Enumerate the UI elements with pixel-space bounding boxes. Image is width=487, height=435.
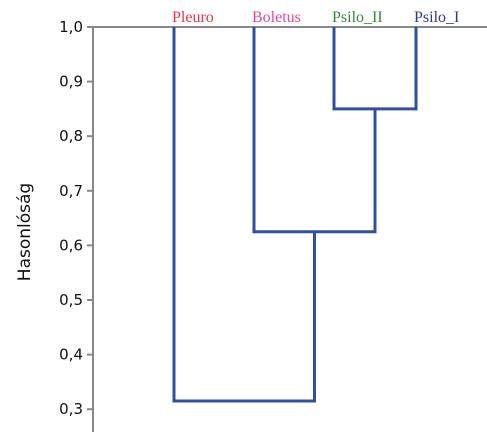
y-tick-label: 1,0 — [59, 18, 83, 36]
y-tick-label: 0,7 — [59, 182, 83, 200]
y-tick-label: 0,4 — [59, 346, 83, 364]
dendrogram-links — [172, 27, 418, 403]
leaf-label-pleuro: Pleuro — [172, 9, 214, 26]
y-tick-label: 0,5 — [59, 291, 83, 309]
merge-link-1 — [332, 27, 418, 111]
y-tick-label: 0,9 — [59, 73, 83, 91]
leaf-label-psilo-i: Psilo_I — [414, 9, 459, 26]
y-tick-label: 0,6 — [59, 236, 83, 254]
merge-link-2 — [252, 27, 377, 234]
leaf-label-psilo-ii: Psilo_II — [332, 9, 383, 26]
merge-link-3 — [172, 27, 316, 403]
y-tick-label: 0,8 — [59, 127, 83, 145]
leaf-labels: Pleuro Boletus Psilo_II Psilo_I — [172, 9, 459, 26]
y-axis: 1,0 0,9 0,8 0,7 0,6 0,5 0,4 0,3 — [59, 18, 487, 432]
y-tick-label: 0,3 — [59, 400, 83, 418]
leaf-label-boletus: Boletus — [252, 9, 301, 26]
y-axis-label: Hasonlóság — [15, 183, 35, 281]
